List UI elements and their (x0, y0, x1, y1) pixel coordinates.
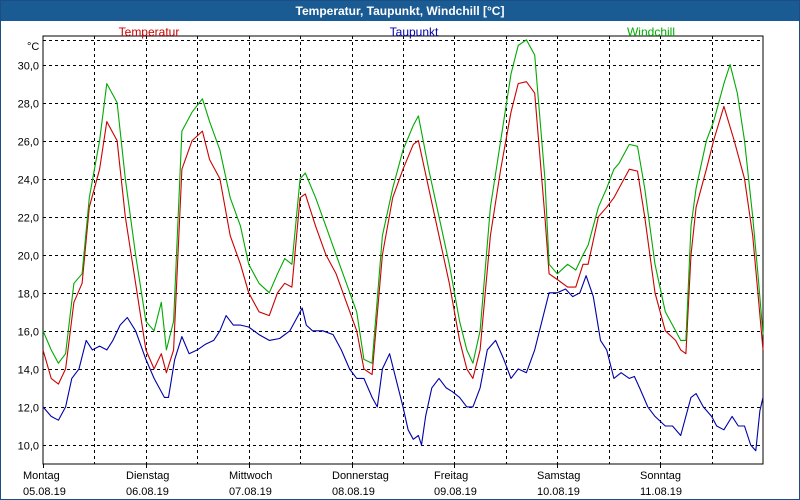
x-tick-date: 09.08.19 (434, 486, 477, 498)
series-line-taupunkt (42, 275, 764, 452)
legend: Temperatur Taupunkt Windchill (119, 25, 675, 39)
series-line-windchill (42, 39, 764, 364)
legend-label-temperatur: Temperatur (119, 25, 180, 39)
y-tick-label: 22,0 (18, 213, 39, 225)
y-tick-label: 18,0 (18, 289, 39, 301)
x-tick-weekday: Donnerstag (332, 470, 389, 482)
y-tick-label: 24,0 (18, 175, 39, 187)
y-tick-label: 20,0 (18, 251, 39, 263)
plot-area-border (42, 35, 764, 465)
x-tick-date: 07.08.19 (229, 486, 272, 498)
x-axis: Montag 05.08.19 Dienstag 06.08.19 Mittwoch 07… (23, 464, 682, 498)
x-tick-weekday: Dienstag (126, 470, 169, 482)
x-tick-date: 11.08.19 (640, 486, 682, 498)
series-group (42, 39, 764, 452)
x-tick-date: 06.08.19 (126, 486, 169, 498)
y-axis: °C 10,0 12,0 14,0 16,0 18,0 20,0 22,0 24,0 26,0 2… (18, 41, 40, 453)
y-tick-label: 10,0 (18, 441, 39, 453)
y-axis-unit: °C (27, 41, 39, 53)
x-tick-date: 05.08.19 (23, 486, 66, 498)
y-tick-label: 12,0 (18, 403, 39, 415)
x-tick-date: 08.08.19 (332, 486, 375, 498)
y-tick-label: 14,0 (18, 365, 39, 377)
y-tick-label: 30,0 (18, 61, 39, 73)
x-tick-weekday: Montag (23, 470, 60, 482)
chart-title: Temperatur, Taupunkt, Windchill [°C] (1, 1, 799, 21)
grid-lines (43, 36, 763, 464)
legend-label-windchill: Windchill (627, 25, 675, 39)
legend-label-taupunkt: Taupunkt (390, 25, 439, 39)
series-line-temperatur (42, 81, 764, 385)
y-tick-label: 26,0 (18, 137, 39, 149)
x-tick-weekday: Freitag (434, 470, 468, 482)
x-tick-date: 10.08.19 (537, 486, 580, 498)
x-tick-weekday: Mittwoch (229, 470, 272, 482)
y-tick-label: 16,0 (18, 327, 39, 339)
y-tick-label: 28,0 (18, 99, 39, 111)
x-tick-weekday: Samstag (537, 470, 580, 482)
x-tick-weekday: Sonntag (640, 470, 681, 482)
